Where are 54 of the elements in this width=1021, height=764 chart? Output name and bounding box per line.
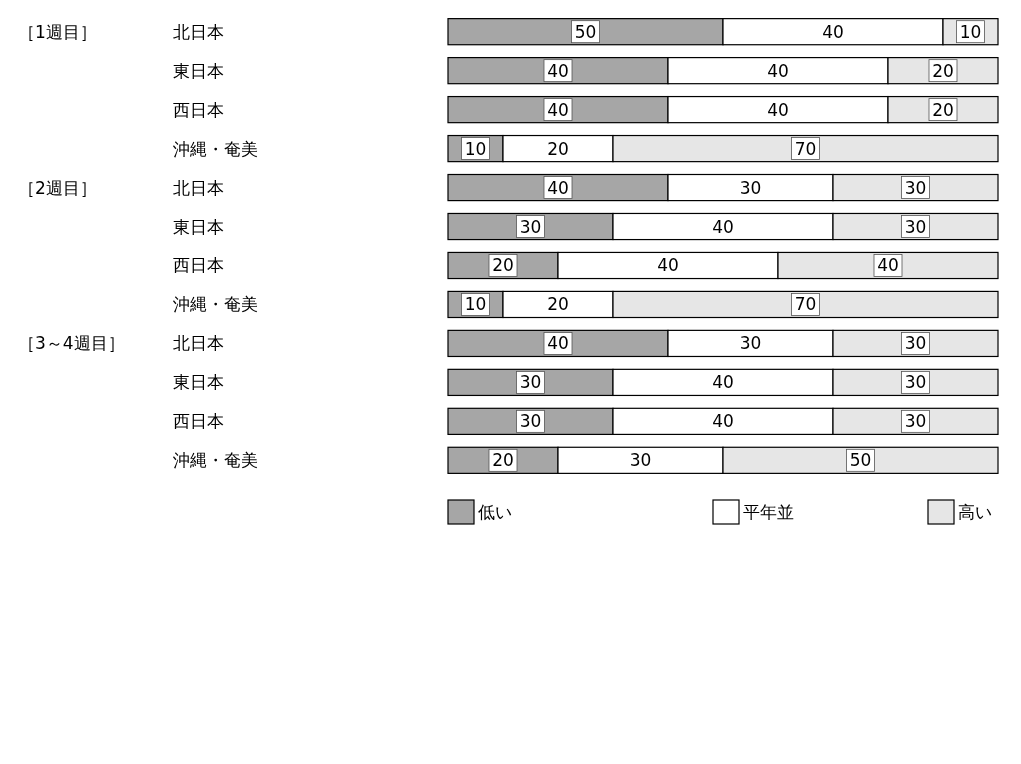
data-label: 40: [547, 177, 569, 198]
data-label: 40: [712, 411, 734, 432]
data-label: 20: [547, 138, 569, 159]
data-label: 40: [547, 60, 569, 81]
y-tick-label: 東日本: [173, 60, 224, 81]
data-label: 30: [629, 450, 652, 471]
data-label: 20: [492, 450, 514, 471]
data-label: 30: [904, 216, 927, 237]
legend-label: 平年並: [743, 502, 794, 522]
data-label: 30: [904, 372, 927, 393]
y-tick-label: 西日本: [173, 255, 224, 276]
data-label: 10: [464, 138, 487, 159]
data-label: 30: [739, 177, 762, 198]
data-label: 40: [822, 21, 844, 42]
y-tick-label: 西日本: [173, 411, 224, 432]
data-label: 40: [712, 216, 734, 237]
data-label: 20: [492, 255, 514, 276]
text: ［1週目］: [18, 21, 97, 42]
data-label: 40: [657, 255, 679, 276]
data-label: 10: [959, 21, 982, 42]
y-tick-label: 北日本: [173, 21, 224, 42]
text: ［3～4週目］: [18, 333, 125, 354]
y-tick-label: 沖縄・奄美: [173, 450, 258, 471]
data-label: 70: [794, 138, 817, 159]
legend-label: 高い: [958, 502, 992, 522]
data-label: 30: [519, 216, 542, 237]
data-label: 40: [877, 255, 899, 276]
data-label: 40: [767, 60, 789, 81]
data-label: 40: [547, 99, 569, 120]
y-tick-label: 沖縄・奄美: [173, 294, 258, 315]
data-label: 40: [547, 333, 569, 354]
data-label: 40: [767, 99, 789, 120]
data-label: 50: [574, 21, 597, 42]
text: ［2週目］: [18, 177, 97, 198]
data-label: 20: [932, 60, 954, 81]
y-tick-label: 北日本: [173, 177, 224, 198]
y-tick-label: 東日本: [173, 216, 224, 237]
data-label: 50: [849, 450, 872, 471]
data-label: 30: [904, 333, 927, 354]
data-label: 30: [519, 372, 542, 393]
data-label: 30: [904, 177, 927, 198]
legend-label: 低い: [478, 502, 512, 522]
y-tick-label: 東日本: [173, 372, 224, 393]
y-tick-label: 北日本: [173, 333, 224, 354]
data-label: 70: [794, 294, 817, 315]
data-label: 10: [464, 294, 487, 315]
y-tick-label: 沖縄・奄美: [173, 138, 258, 159]
data-label: 40: [712, 372, 734, 393]
data-label: 30: [904, 411, 927, 432]
data-label: 30: [519, 411, 542, 432]
y-tick-label: 西日本: [173, 99, 224, 120]
data-label: 30: [739, 333, 762, 354]
data-label: 20: [547, 294, 569, 315]
data-label: 20: [932, 99, 954, 120]
